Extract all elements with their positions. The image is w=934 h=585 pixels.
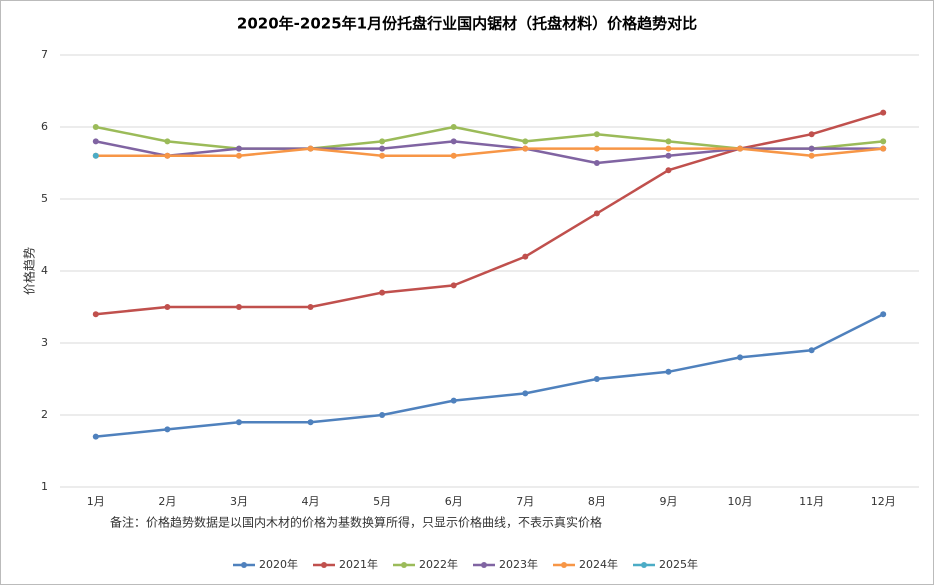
data-point (808, 347, 815, 354)
y-tick-label: 6 (41, 120, 48, 133)
data-point (665, 145, 672, 152)
x-tick-label: 11月 (799, 495, 824, 508)
data-point (379, 152, 386, 159)
data-point (593, 131, 600, 138)
data-point (92, 124, 99, 130)
data-point (737, 145, 744, 152)
data-point (808, 152, 815, 159)
data-point (665, 368, 672, 375)
x-tick-label: 9月 (659, 495, 677, 508)
legend-marker (241, 562, 247, 568)
data-point (880, 109, 887, 116)
data-point (92, 152, 99, 159)
data-point (379, 289, 386, 296)
data-point (235, 419, 242, 426)
data-point (379, 412, 386, 418)
data-point (522, 145, 529, 152)
y-tick-label: 7 (41, 48, 48, 61)
data-point (880, 138, 887, 145)
y-tick-label: 4 (41, 264, 48, 277)
data-point (450, 138, 457, 145)
legend-marker (561, 562, 567, 568)
x-tick-label: 6月 (445, 495, 463, 508)
data-point (307, 304, 314, 310)
y-tick-label: 5 (41, 192, 48, 205)
x-tick-label: 7月 (516, 495, 534, 508)
y-tick-label: 2 (41, 408, 48, 421)
x-tick-label: 2月 (158, 495, 176, 508)
legend-label: 2020年 (259, 557, 298, 571)
legend-label: 2021年 (339, 557, 378, 571)
data-point (235, 145, 242, 152)
data-point (235, 152, 242, 159)
data-point (450, 152, 457, 159)
data-point (522, 138, 529, 145)
data-point (665, 167, 672, 174)
legend-marker (401, 562, 407, 568)
x-tick-label: 10月 (728, 495, 753, 508)
data-point (379, 145, 386, 152)
data-point (450, 397, 457, 404)
annotation: 备注：价格趋势数据是以国内木材的价格为基数换算所得，只显示价格曲线，不表示真实价… (110, 515, 602, 530)
data-point (880, 311, 887, 318)
data-point (593, 376, 600, 382)
legend-marker (641, 562, 647, 568)
series-line (95, 111, 884, 316)
x-tick-label: 3月 (230, 495, 248, 508)
x-tick-label: 1月 (87, 495, 105, 508)
legend-label: 2022年 (419, 557, 458, 571)
x-tick-label: 5月 (373, 495, 391, 508)
data-point (164, 138, 171, 145)
data-point (92, 433, 99, 440)
data-point (737, 354, 744, 361)
y-tick-label: 3 (41, 336, 48, 349)
data-point (92, 138, 99, 145)
legend-label: 2023年 (499, 557, 538, 571)
legend-marker (481, 562, 487, 568)
data-point (307, 419, 314, 426)
data-point (522, 253, 529, 260)
data-point (593, 145, 600, 152)
chart-title: 2020年-2025年1月份托盘行业国内锯材（托盘材料）价格趋势对比 (237, 15, 697, 33)
data-point (235, 304, 242, 310)
legend-label: 2024年 (579, 557, 618, 571)
data-point (450, 124, 457, 130)
data-point (164, 304, 171, 310)
x-tick-label: 8月 (588, 495, 606, 508)
legend-label: 2025年 (659, 557, 698, 571)
data-point (450, 282, 457, 289)
data-point (808, 131, 815, 138)
data-point (379, 138, 386, 145)
data-point (808, 145, 815, 152)
series-line (95, 147, 884, 158)
data-point (665, 138, 672, 145)
y-axis-label: 价格趋势 (22, 247, 37, 295)
data-point (665, 152, 672, 159)
data-point (593, 160, 600, 166)
data-point (880, 145, 887, 152)
y-tick-label: 1 (41, 480, 48, 493)
data-point (522, 390, 529, 397)
data-point (593, 210, 600, 217)
x-tick-label: 12月 (871, 495, 896, 508)
data-point (307, 145, 314, 152)
data-point (164, 152, 171, 159)
series-line (95, 313, 884, 438)
data-point (92, 311, 99, 318)
data-point (164, 426, 171, 433)
legend-marker (321, 562, 327, 568)
x-tick-label: 4月 (302, 495, 320, 508)
